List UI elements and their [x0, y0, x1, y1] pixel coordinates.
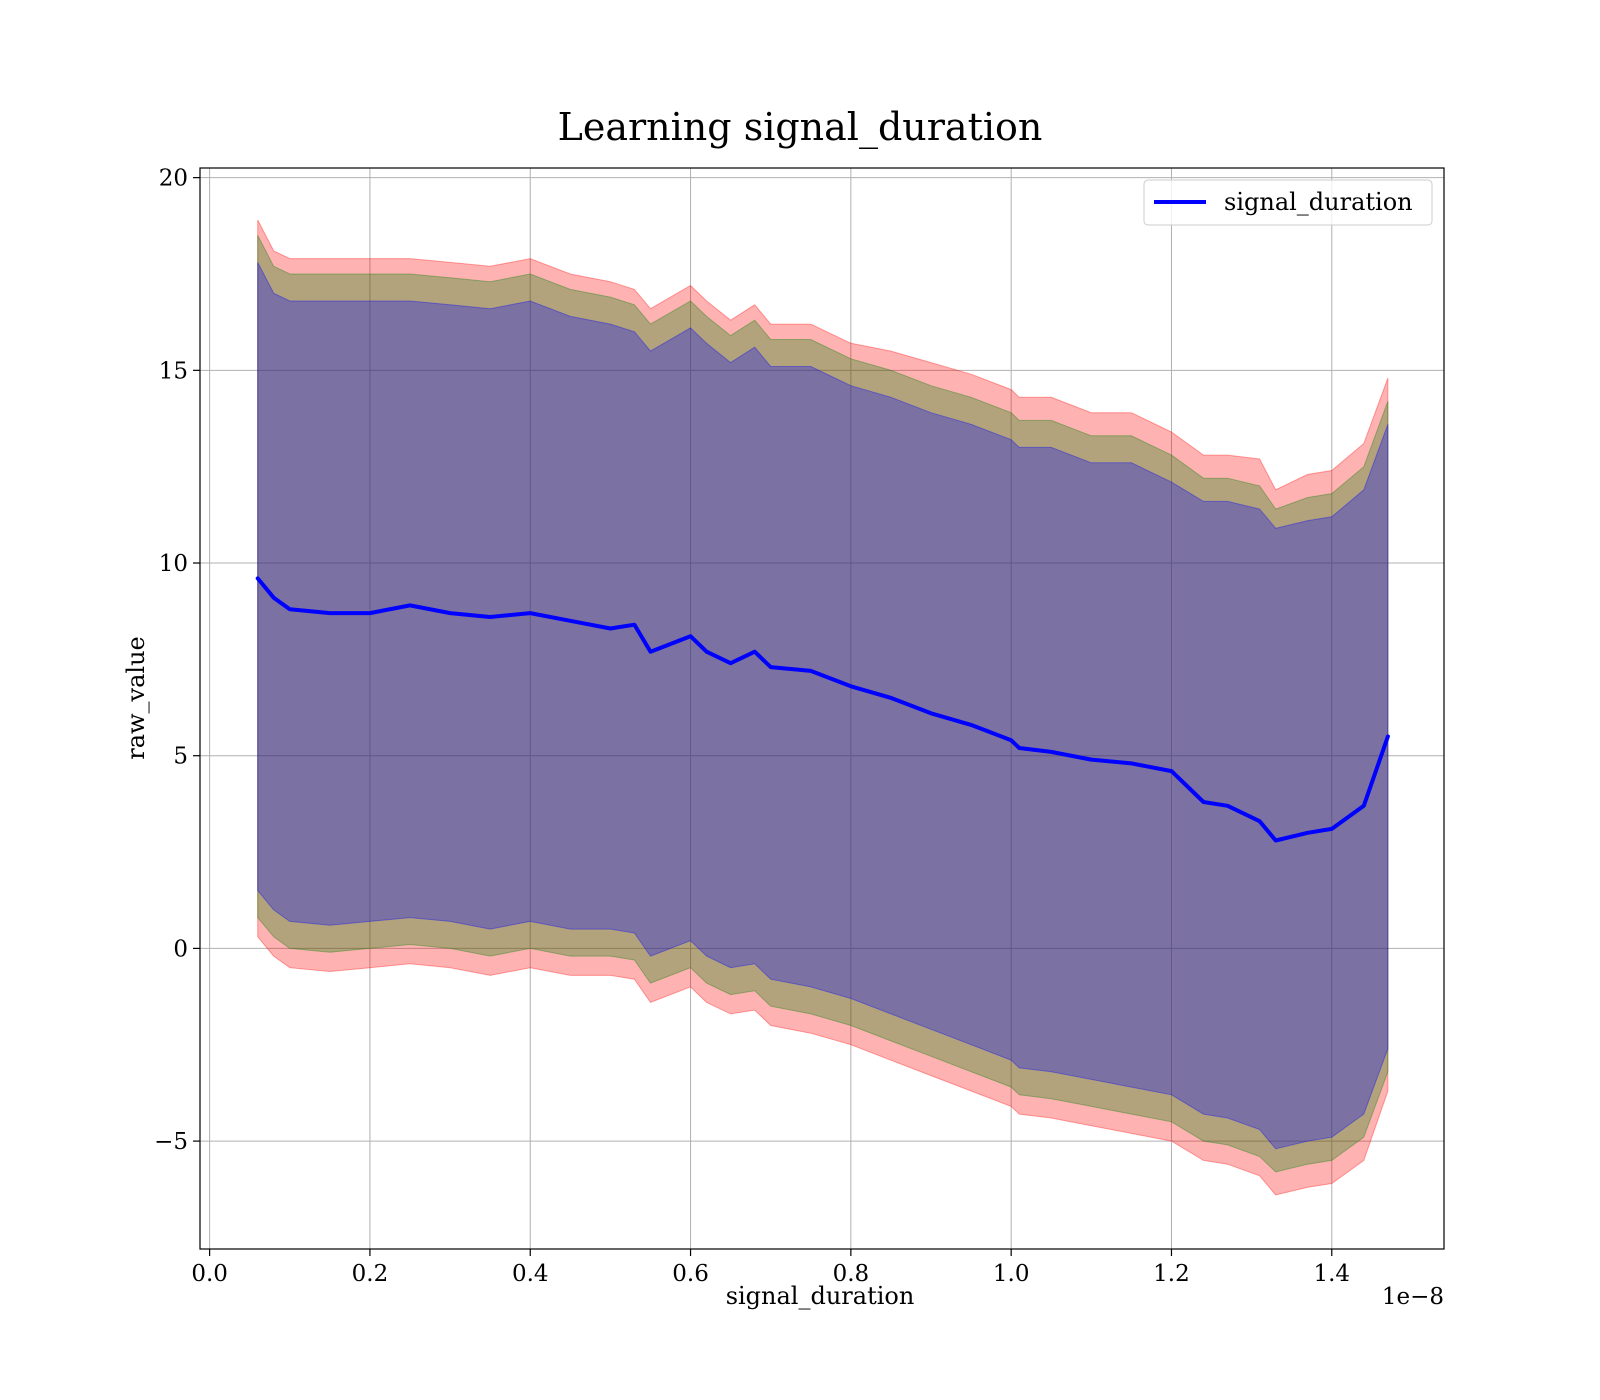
grid — [200, 168, 1444, 1249]
y-tick-label: 5 — [173, 744, 188, 770]
series-lines — [255, 576, 1390, 843]
legend-label: signal_duration — [1224, 188, 1413, 216]
x-axis-label: signal_duration — [726, 1282, 915, 1310]
confidence-band — [257, 219, 1389, 1196]
y-tick-label: 0 — [173, 936, 188, 962]
x-tick-label: 1.4 — [1313, 1261, 1350, 1287]
plot-area-frame — [199, 167, 1445, 1250]
x-tick-label: 0.4 — [512, 1261, 549, 1287]
confidence-bands — [257, 219, 1389, 1196]
legend: signal_duration — [1143, 179, 1433, 226]
y-axis-ticks: −5 0 5 10 15 20 — [154, 166, 200, 1155]
y-tick-label: −5 — [154, 1129, 188, 1155]
x-tick-label: 1.0 — [993, 1261, 1030, 1287]
y-tick-label: 10 — [159, 551, 188, 577]
series-line — [255, 576, 1390, 843]
x-tick-label: 0.2 — [352, 1261, 389, 1287]
x-tick-label: 0.6 — [672, 1261, 709, 1287]
confidence-band — [257, 235, 1389, 1173]
y-tick-label: 20 — [159, 166, 188, 192]
x-axis-offset-label: 1e−8 — [1382, 1284, 1444, 1310]
x-axis-ticks: 0.0 0.2 0.4 0.6 0.8 1.0 1.2 1.4 — [191, 1249, 1350, 1287]
confidence-band — [257, 262, 1389, 1150]
legend-box — [1143, 179, 1433, 226]
chart-title: Learning signal_duration — [558, 105, 1043, 150]
y-axis-label: raw_value — [122, 636, 150, 760]
x-tick-label: 1.2 — [1153, 1261, 1190, 1287]
y-tick-label: 15 — [159, 358, 188, 384]
x-tick-label: 0.0 — [191, 1261, 228, 1287]
x-tick-label: 0.8 — [833, 1261, 870, 1287]
